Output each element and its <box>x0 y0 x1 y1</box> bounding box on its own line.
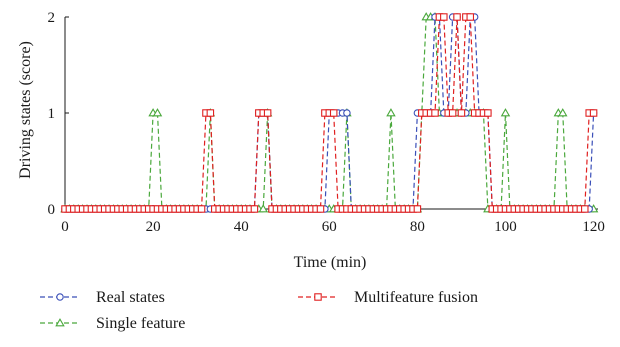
x-tick-label: 20 <box>146 219 161 235</box>
data-point <box>457 109 466 117</box>
plot-series <box>60 12 599 213</box>
data-point <box>152 108 163 117</box>
data-point <box>453 13 461 21</box>
data-point <box>206 109 215 117</box>
legend-marker-swatch <box>55 318 65 327</box>
legend-item: Multifeature fusion <box>298 289 478 306</box>
legend-label: Single feature <box>96 315 185 332</box>
data-point <box>258 204 268 213</box>
legend-marker-swatch <box>56 293 64 301</box>
legend-item: Single feature <box>40 315 185 332</box>
y-tick-label: 0 <box>48 202 56 218</box>
data-point <box>343 109 351 117</box>
data-point <box>250 205 259 213</box>
data-point <box>316 205 325 213</box>
x-tick-label: 40 <box>234 219 249 235</box>
data-point <box>466 13 475 21</box>
data-point <box>431 109 439 117</box>
legend-label: Multifeature fusion <box>354 289 478 306</box>
data-point <box>329 109 338 117</box>
x-tick-label: 0 <box>61 219 69 235</box>
y-tick-label: 2 <box>48 10 56 26</box>
x-tick-label: 100 <box>494 219 517 235</box>
legend-marker-swatch <box>314 293 322 301</box>
y-axis-label: Driving states (score) <box>17 41 34 179</box>
data-point <box>558 108 568 117</box>
legend-label: Real states <box>96 289 165 306</box>
data-point <box>500 108 511 117</box>
x-axis-label: Time (min) <box>294 254 367 271</box>
x-tick-label: 120 <box>582 219 605 235</box>
axes: 0 20 40 60 80 100 120 0 1 2 <box>48 10 605 235</box>
series-multifeature-fusion <box>61 13 598 213</box>
data-point <box>263 109 272 117</box>
legend: Real states Single feature Multifeature fu… <box>40 289 478 332</box>
data-point <box>448 109 457 117</box>
data-point <box>581 205 589 213</box>
data-point <box>413 205 422 213</box>
data-point <box>589 109 598 117</box>
y-tick-label: 1 <box>48 106 56 122</box>
data-point <box>484 109 492 117</box>
data-point <box>197 205 206 213</box>
data-point <box>386 108 396 117</box>
legend-item: Real states <box>40 289 165 306</box>
x-tick-label: 80 <box>410 219 425 235</box>
x-tick-label: 60 <box>322 219 337 235</box>
data-point <box>440 13 448 21</box>
